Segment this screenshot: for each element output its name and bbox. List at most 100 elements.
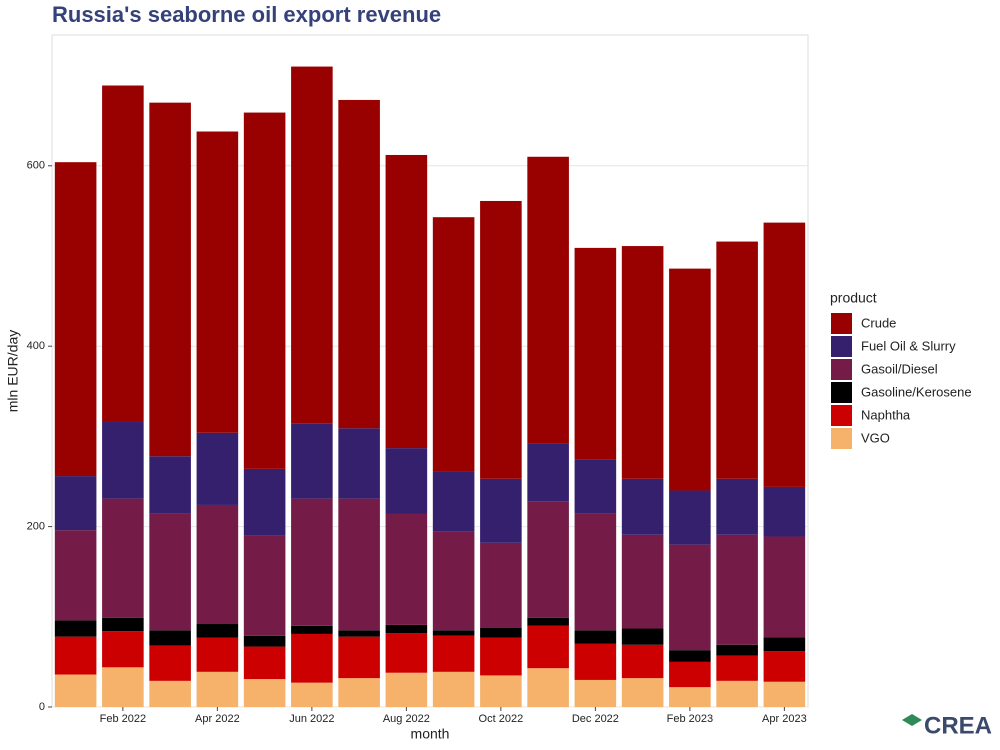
bar-segment — [716, 534, 758, 645]
bar-segment — [480, 478, 522, 543]
bar-segment — [243, 679, 286, 707]
bar-segment — [527, 617, 569, 626]
bar-segment — [243, 112, 286, 469]
bar-segment — [669, 490, 711, 545]
bar-segment — [149, 513, 191, 631]
x-tick-label: Oct 2022 — [479, 713, 524, 725]
bar-segment — [621, 678, 664, 707]
legend-label: VGO — [861, 430, 890, 445]
bar-segment — [54, 530, 97, 621]
bar-segment — [54, 476, 97, 531]
legend-swatch — [831, 405, 852, 426]
bar-segment — [716, 655, 758, 681]
bar-segment — [669, 268, 711, 491]
x-tick-label: Jun 2022 — [289, 713, 334, 725]
bar-segment — [480, 675, 522, 707]
bar-segment — [763, 637, 806, 652]
x-tick-label: Feb 2022 — [100, 713, 146, 725]
bar-segment — [291, 682, 333, 707]
bar-segment — [243, 535, 286, 636]
bar-segment — [480, 200, 522, 479]
bar-segment — [102, 498, 144, 618]
bar-segment — [621, 628, 664, 645]
bar-segment — [574, 630, 617, 644]
bar-segment — [574, 459, 617, 514]
bar-segment — [669, 650, 711, 662]
bar-segment — [338, 428, 380, 499]
legend-swatch — [831, 428, 852, 449]
chart-title: Russia's seaborne oil export revenue — [52, 2, 441, 27]
legend-label: Gasoline/Kerosene — [861, 384, 972, 399]
y-axis-label: mln EUR/day — [5, 330, 21, 412]
bar-segment — [385, 513, 428, 625]
legend-label: Gasoil/Diesel — [861, 361, 938, 376]
x-axis-label: month — [411, 726, 450, 742]
bar-segment — [716, 478, 758, 535]
bar-segment — [527, 625, 569, 669]
legend-label: Crude — [861, 315, 896, 330]
bar-segment — [102, 421, 144, 499]
bar-segment — [527, 668, 569, 707]
bar-segment — [621, 478, 664, 535]
bar-segment — [54, 620, 97, 637]
bar-segment — [196, 624, 239, 638]
bar-segment — [338, 99, 380, 429]
bar-segment — [432, 671, 475, 707]
bar-segment — [102, 617, 144, 632]
bar-segment — [149, 680, 191, 707]
bar-segment — [385, 633, 428, 673]
bar-segment — [763, 486, 806, 537]
bar-segment — [291, 633, 333, 683]
bar-segment — [102, 85, 144, 422]
bar-segment — [574, 513, 617, 631]
bar-segment — [669, 687, 711, 707]
legend-label: Naphtha — [861, 407, 911, 422]
bar-segment — [385, 448, 428, 514]
bar-segment — [574, 247, 617, 460]
x-tick-label: Feb 2023 — [667, 713, 713, 725]
bar-segment — [480, 637, 522, 676]
y-tick-label: 400 — [27, 340, 45, 352]
bar-segment — [196, 637, 239, 672]
bar-segment — [621, 246, 664, 479]
bar-segment — [763, 681, 806, 707]
bar-segment — [763, 651, 806, 682]
bar-segment — [291, 625, 333, 634]
bar-segment — [527, 156, 569, 444]
legend-swatch — [831, 382, 852, 403]
legend-swatch — [831, 359, 852, 380]
bar-segment — [385, 624, 428, 634]
bar-segment — [196, 131, 239, 433]
bar-segment — [338, 630, 380, 637]
bar-segment — [669, 544, 711, 651]
logo-icon — [902, 714, 922, 726]
bar-segment — [763, 222, 806, 487]
bar-segment — [480, 542, 522, 628]
bar-segment — [338, 678, 380, 707]
bar-segment — [54, 162, 97, 477]
y-tick-label: 200 — [27, 521, 45, 533]
bar-segment — [102, 631, 144, 668]
logo: CREA — [924, 712, 992, 739]
bar-segment — [432, 471, 475, 532]
bar-segment — [432, 635, 475, 672]
bar-segment — [716, 241, 758, 479]
bar-segment — [574, 679, 617, 707]
bar-segment — [196, 671, 239, 707]
x-tick-label: Aug 2022 — [383, 713, 430, 725]
bar-segment — [54, 674, 97, 707]
legend-swatch — [831, 313, 852, 334]
bar-segment — [196, 504, 239, 625]
bar-segment — [480, 627, 522, 638]
bar-segment — [385, 672, 428, 707]
bar-segment — [716, 680, 758, 707]
bar-segment — [716, 644, 758, 656]
legend-title: product — [830, 290, 877, 306]
bar-segment — [621, 534, 664, 629]
x-tick-label: Dec 2022 — [572, 713, 619, 725]
bar-segment — [763, 536, 806, 638]
y-tick-label: 0 — [39, 701, 45, 713]
bar-segment — [338, 636, 380, 679]
y-tick-label: 600 — [27, 160, 45, 172]
